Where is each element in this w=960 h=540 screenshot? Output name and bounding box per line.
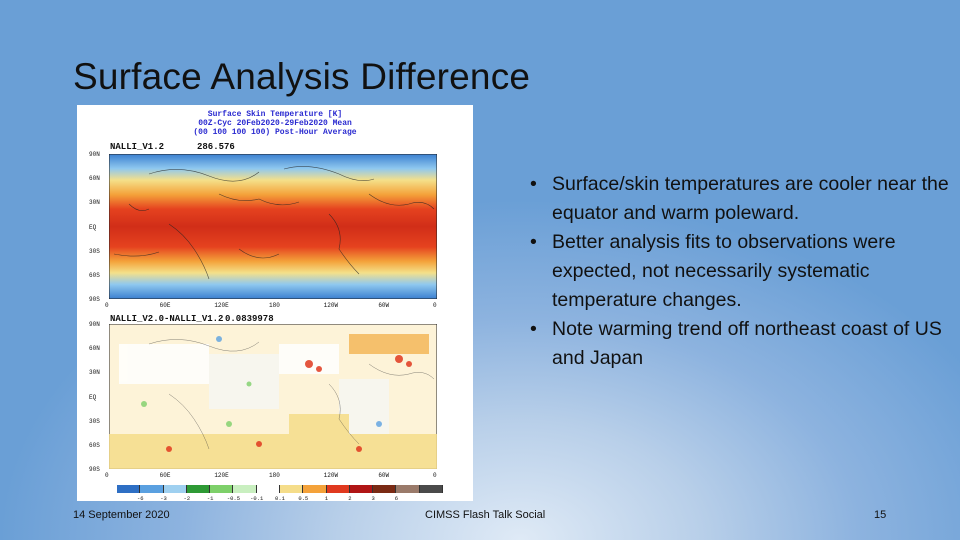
figure-image: Surface Skin Temperature [K] 00Z-Cyc 20F… <box>77 105 473 503</box>
bottom-map-lon-label: 60W <box>378 472 390 479</box>
colorbar-segment <box>256 485 280 493</box>
panel2-value: 0.0839978 <box>225 314 274 324</box>
bottom-map-lat-label: 60N <box>89 345 100 353</box>
colorbar-tick-label: 2 <box>348 495 352 502</box>
bullet-item: • Note warming trend off northeast coast … <box>530 315 950 373</box>
colorbar-segment <box>210 485 234 493</box>
colorbar-tick-label: -3 <box>160 495 167 502</box>
colorbar-tick-label: 0.1 <box>275 495 285 502</box>
bottom-map-lat-label: 90N <box>89 321 100 328</box>
panel1-value: 286.576 <box>197 142 235 152</box>
bottom-map-lon-label: 120W <box>323 472 339 479</box>
bullet-marker: • <box>530 318 537 340</box>
bullet-item: • Surface/skin temperatures are cooler ne… <box>530 170 950 228</box>
bullet-item: • Better analysis fits to observations we… <box>530 228 950 315</box>
top-map-lon-label: 180 <box>269 302 280 309</box>
figure-title-line1: Surface Skin Temperature [K] <box>207 110 343 119</box>
skin-temperature-map <box>109 154 437 299</box>
bottom-map-lat-label: 60S <box>89 441 100 449</box>
figure-title-line2: 00Z-Cyc 20Feb2020-29Feb2020 Mean <box>198 119 352 128</box>
colorbar-segment <box>349 485 374 493</box>
bottom-map-lon-label: 0 <box>433 472 437 479</box>
colorbar-segment <box>117 485 141 493</box>
top-map-lat-label: 90S <box>89 296 100 303</box>
colorbar-segment <box>396 485 420 493</box>
colorbar-tick-label: -6 <box>136 495 144 502</box>
colorbar-tick-label: -0.5 <box>226 495 241 502</box>
top-map-lat-label: 30N <box>89 199 100 207</box>
colorbar-segment <box>419 485 443 493</box>
temperature-difference-map <box>109 324 437 469</box>
top-map-lat-label: 60N <box>89 175 100 183</box>
footer-event: CIMSS Flash Talk Social <box>425 509 546 521</box>
bullet-text: Better analysis fits to observations wer… <box>552 231 896 311</box>
bottom-map-lat-label: EQ <box>89 393 97 401</box>
colorbar-tick-label: 3 <box>371 495 375 502</box>
colorbar-tick-label: -2 <box>183 495 191 502</box>
top-map-lat-label: 30S <box>89 247 100 255</box>
colorbar-segment <box>303 485 327 493</box>
top-map-lon-label: 0 <box>105 302 109 309</box>
bullet-marker: • <box>530 231 537 253</box>
colorbar <box>117 485 443 493</box>
colorbar-tick-label: 0.5 <box>298 495 309 502</box>
colorbar-segment <box>233 485 257 493</box>
bottom-map-lon-label: 0 <box>105 472 109 479</box>
top-map-lon-label: 120E <box>214 302 229 309</box>
colorbar-segment <box>140 485 164 493</box>
footer-date: 14 September 2020 <box>73 509 170 521</box>
bottom-map-lon-label: 120E <box>214 472 229 479</box>
colorbar-labels: -6 -3 -2 -1 -0.5 -0.1 0.1 0.5 1 2 3 6 <box>117 495 443 503</box>
top-map-lat-label: 60S <box>89 271 100 279</box>
bottom-map-lon-label: 180 <box>269 472 280 479</box>
top-map-lon-label: 0 <box>433 302 437 309</box>
colorbar-segment <box>163 485 187 493</box>
bullet-text: Surface/skin temperatures are cooler nea… <box>552 173 949 224</box>
colorbar-segment <box>326 485 350 493</box>
bottom-map-lat-label: 30N <box>89 369 100 377</box>
panel2-label: NALLI_V2.0-NALLI_V1.2 <box>110 314 224 324</box>
bottom-map-lat-label: 90S <box>89 466 100 473</box>
page-number: 15 <box>874 509 887 521</box>
top-map-lon-label: 120W <box>323 302 339 309</box>
bullet-list: • Surface/skin temperatures are cooler ne… <box>530 170 950 373</box>
colorbar-tick-label: 1 <box>324 495 329 502</box>
bullet-text: Note warming trend off northeast coast o… <box>552 318 942 369</box>
top-map-lat-label: 90N <box>89 151 100 158</box>
bullet-marker: • <box>530 173 537 195</box>
top-map-lon-label: 60E <box>159 302 171 309</box>
colorbar-segment <box>186 485 211 493</box>
top-map-lat-label: EQ <box>89 223 97 231</box>
colorbar-segment <box>279 485 304 493</box>
colorbar-segment <box>373 485 397 493</box>
bottom-map-lon-label: 60E <box>159 472 171 479</box>
panel1-label: NALLI_V1.2 <box>110 142 165 152</box>
figure-title-line3: (00 100 100 100) Post-Hour Average <box>193 128 357 137</box>
colorbar-tick-label: 6 <box>394 495 399 502</box>
bottom-map-lat-label: 30S <box>89 417 100 425</box>
top-map-lon-label: 60W <box>378 302 390 309</box>
colorbar-tick-label: -1 <box>206 495 214 502</box>
colorbar-tick-label: -0.1 <box>250 495 264 502</box>
slide-title: Surface Analysis Difference <box>73 56 531 97</box>
